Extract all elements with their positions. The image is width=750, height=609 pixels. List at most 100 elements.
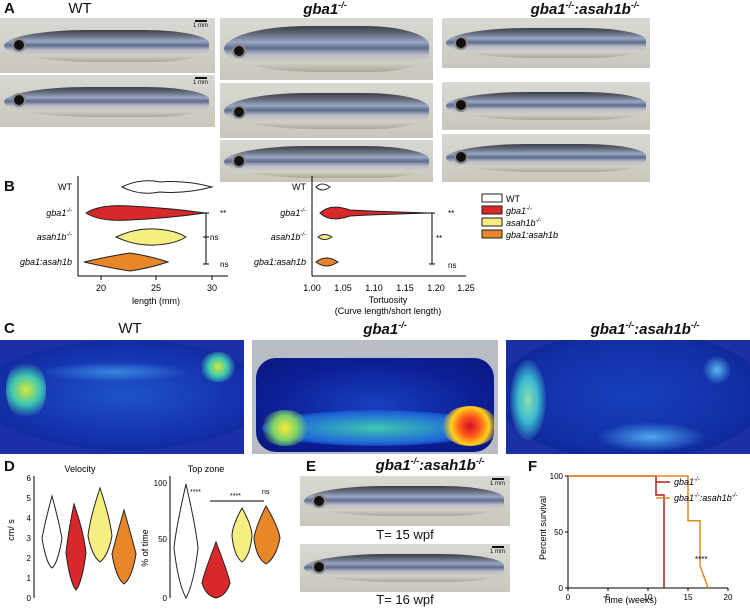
heatmap-title-double: gba1-/-:asah1b-/-: [590, 320, 700, 338]
length-tick: 20: [96, 283, 106, 293]
velocity-tick: 3: [27, 534, 32, 543]
violin-double-velocity: [111, 508, 137, 585]
survival-xlabel: Time (weeks): [603, 595, 657, 605]
scale-bar: 1 mm: [193, 77, 208, 86]
fish-photo-15wpf: 1 mm: [300, 476, 510, 526]
scale-bar: 1 mm: [490, 546, 505, 555]
panel-label-f: F: [528, 458, 538, 475]
row-label-gba1: gba1-/-: [46, 208, 72, 218]
fish-photo-16wpf: 1 mm: [300, 544, 510, 592]
sig-label: ****: [190, 489, 201, 496]
velocity-ylabel: cm/ s: [6, 519, 16, 541]
scale-bar: 1 mm: [193, 20, 208, 29]
velocity-tick: 5: [27, 494, 32, 503]
survival-annotation: ****: [695, 555, 707, 564]
sig-label: **: [220, 209, 226, 218]
heatmap-gba1: [252, 340, 498, 454]
tort-tick: 1.15: [396, 283, 414, 293]
heatmap-wt: [0, 340, 244, 454]
topzone-title: Top zone: [188, 464, 225, 474]
panel-label-a: A: [4, 0, 15, 17]
violin-wt-length: [120, 180, 214, 194]
fish-photo-double-2: [442, 82, 650, 130]
svg-text:gba1-/-: gba1-/-: [506, 206, 532, 216]
heatmap-double: [506, 340, 750, 454]
sig-label: ****: [230, 493, 241, 500]
tort-tick: 1.25: [457, 283, 475, 293]
violin-asah1b-tort: [317, 234, 333, 240]
sig-label: ns: [210, 233, 218, 242]
genotype-title-wt: WT: [68, 0, 92, 17]
row-label-double: gba1:asah1b: [20, 257, 72, 267]
svg-text:gba1-/-:asah1b-/-: gba1-/-:asah1b-/-: [674, 493, 737, 503]
violin-double-topzone: [253, 504, 281, 565]
row-label-wt: WT: [292, 182, 306, 192]
panel-b-violin-plots: WT gba1-/- asah1b-/- gba1:asah1b 20 25 3…: [20, 176, 558, 316]
genotype-title-double: gba1-/-:asah1b-/-: [530, 0, 640, 18]
fish-photo-gba1-1: 1 mm: [220, 18, 433, 80]
survival-xtick: 5: [606, 593, 611, 602]
fish-photo-double-1: [442, 18, 650, 68]
time-label-16: T= 16 wpf: [376, 592, 434, 607]
fish-photo-wt-2: 1 mm: [0, 75, 215, 127]
tort-xlabel2: (Curve length/short length): [335, 306, 442, 316]
panel-label-b: B: [4, 178, 15, 195]
violin-asah1b-length: [114, 228, 187, 246]
svg-text:asah1b-/-: asah1b-/-: [506, 218, 541, 228]
scale-bar: 1 mm: [490, 478, 505, 487]
length-tick: 25: [151, 283, 161, 293]
panel-d-violins: Velocity cm/ s 0 1 2 3 4 5 6 Top zone % …: [6, 464, 281, 603]
survival-ytick: 50: [554, 528, 563, 537]
tort-xlabel: Tortuosity: [369, 295, 408, 305]
survival-xtick: 0: [566, 593, 571, 602]
survival-xtick: 15: [684, 593, 693, 602]
violin-gba1-length: [85, 205, 206, 221]
violin-double-length: [83, 252, 170, 272]
fish-photo-wt-1: 1 mm: [0, 18, 215, 73]
row-label-double: gba1:asah1b: [254, 257, 306, 267]
violin-asah1b-velocity: [87, 486, 113, 563]
panel-label-d: D: [4, 458, 15, 475]
sig-label: ns: [220, 260, 228, 269]
length-tick: 30: [207, 283, 217, 293]
survival-ylabel: Percent survival: [538, 496, 548, 560]
row-label-gba1: gba1-/-: [280, 208, 306, 218]
row-label-asah1b: asah1b-/-: [37, 232, 72, 242]
tort-tick: 1.10: [365, 283, 383, 293]
velocity-tick: 1: [27, 574, 32, 583]
fish-photo-gba1-3: [220, 140, 433, 182]
fish-photo-gba1-2: [220, 83, 433, 138]
panel-e-title: gba1-/-:asah1b-/-: [375, 456, 485, 474]
sig-label: ns: [262, 489, 270, 496]
velocity-title: Velocity: [64, 464, 96, 474]
survival-xtick: 20: [724, 593, 733, 602]
sig-label: **: [436, 234, 442, 243]
survival-line-0: [568, 475, 665, 588]
topzone-ylabel: % of time: [140, 529, 150, 567]
survival-xtick: 10: [644, 593, 653, 602]
survival-line-1: [568, 475, 709, 589]
heatmap-title-gba1: gba1-/-: [363, 320, 407, 338]
sig-label: **: [448, 209, 454, 218]
time-label-15: T= 15 wpf: [376, 527, 434, 542]
tort-tick: 1.00: [303, 283, 321, 293]
panel-label-c: C: [4, 320, 15, 337]
legend: WT gba1-/- asah1b-/- gba1:asah1b: [481, 193, 558, 240]
survival-chart: Percent survival Time (weeks) 0 5 10 15 20 0 5…: [538, 472, 737, 605]
svg-text:gba1:asah1b: gba1:asah1b: [506, 230, 558, 240]
survival-ytick: 0: [559, 584, 564, 593]
genotype-title-gba1: gba1-/-: [303, 0, 347, 18]
panel-label-e: E: [306, 458, 317, 475]
velocity-tick: 0: [27, 594, 32, 603]
sig-label: ns: [448, 261, 456, 270]
violin-wt-tort: [315, 183, 331, 191]
svg-text:gba1-/-: gba1-/-: [674, 477, 700, 487]
velocity-tick: 6: [27, 474, 32, 483]
survival-ytick: 100: [550, 472, 564, 481]
row-label-asah1b: asah1b-/-: [271, 232, 306, 242]
tort-tick: 1.20: [427, 283, 445, 293]
fish-photo-double-3: [442, 134, 650, 182]
violin-double-tort: [315, 257, 339, 267]
violin-gba1-velocity: [65, 502, 87, 591]
topzone-tick: 100: [154, 479, 168, 488]
